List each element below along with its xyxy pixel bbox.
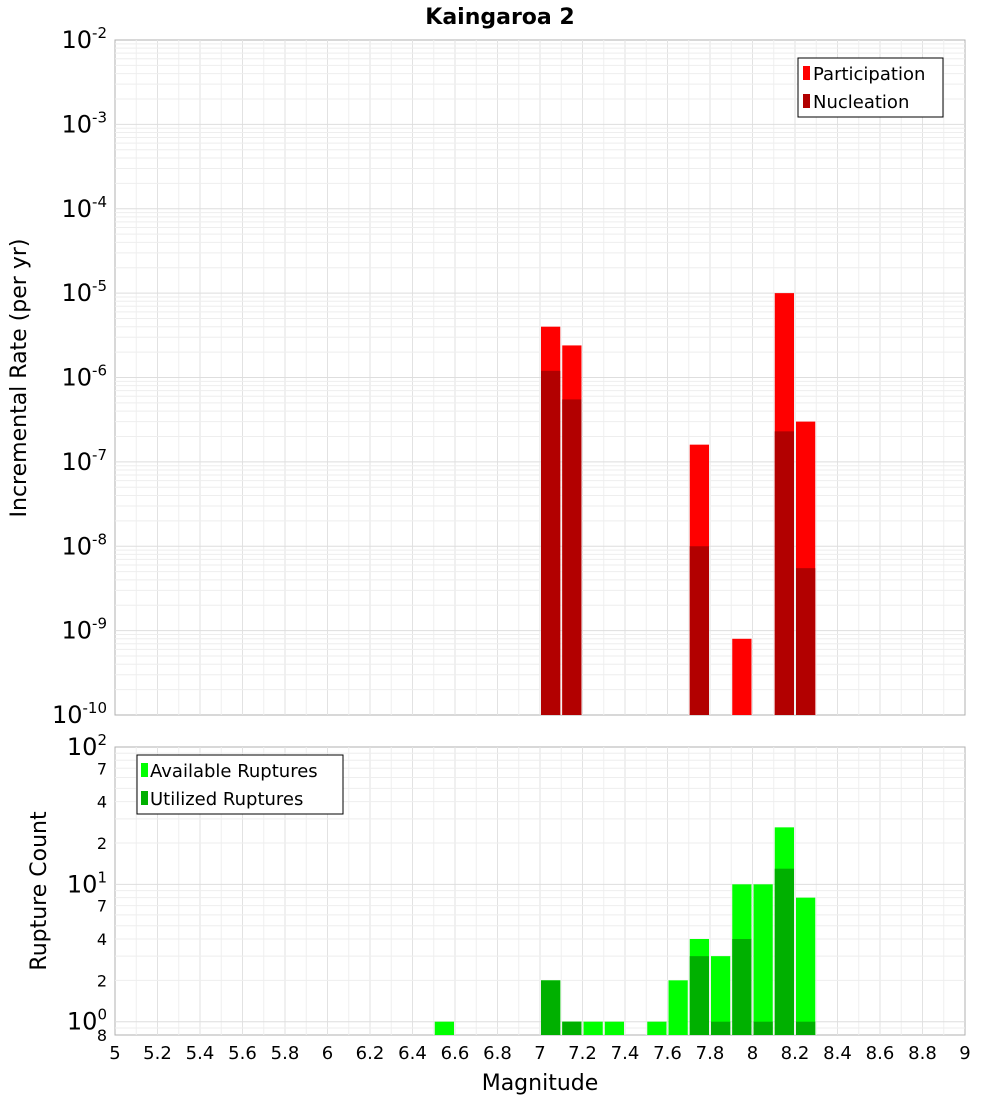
x-tick-label: 8.8 [908,1043,937,1064]
count-y-axis-title: Rupture Count [27,811,52,971]
count-y-tick-label: 102 [67,731,107,761]
participation-bar [732,638,752,715]
x-tick-label: 6.6 [441,1043,470,1064]
count-y-minor-tick-label: 2 [97,834,107,853]
rate-grid [115,40,965,715]
nucleation-bar [796,568,816,715]
x-tick-label: 5 [109,1043,120,1064]
x-tick-label: 7.8 [696,1043,725,1064]
count-bars [434,827,816,1035]
x-tick-label: 8.2 [781,1043,810,1064]
available-ruptures-bar [583,1021,603,1035]
x-tick-label: 5.2 [143,1043,172,1064]
available-ruptures-bar [668,980,688,1035]
x-tick-label: 8.4 [823,1043,852,1064]
utilized-ruptures-bar [689,956,709,1035]
count-y-minor-tick-label: 7 [97,759,107,778]
x-tick-label: 6.2 [356,1043,385,1064]
rate-y-tick-label: 10-3 [61,108,107,138]
x-tick-label: 5.8 [271,1043,300,1064]
count-y-tick-label: 101 [67,868,107,898]
count-y-minor-tick-label: 7 [97,897,107,916]
x-tick-label: 8 [747,1043,758,1064]
utilized-ruptures-bar [796,1021,816,1035]
count-legend: Available Ruptures Utilized Ruptures [136,754,344,815]
count-y-minor-tick-label: 4 [97,930,107,949]
utilized-ruptures-bar [541,980,561,1035]
participation-legend-swatch [803,66,810,80]
x-tick-label: 6.4 [398,1043,427,1064]
x-tick-label: 7.2 [568,1043,597,1064]
available-ruptures-bar [647,1021,667,1035]
utilized-ruptures-bar [562,1021,582,1035]
nucleation-bar [689,546,709,715]
utilized-ruptures-bar [732,939,752,1035]
rate-legend-box [797,57,944,118]
available-ruptures-bar [711,956,731,1035]
chart-title: Kaingaroa 2 [425,5,574,30]
available-ruptures-legend-label: Available Ruptures [150,761,318,782]
x-tick-label: 5.4 [186,1043,215,1064]
rate-y-tick-label: 10-8 [61,530,107,560]
count-y-minor-tick-label: 2 [97,971,107,990]
count-y-minor-tick-label: 4 [97,793,107,812]
x-tick-label: 5.6 [228,1043,257,1064]
x-tick-label: 7.6 [653,1043,682,1064]
rate-bars [541,293,816,715]
rate-y-tick-label: 10-9 [61,615,107,645]
x-axis-title: Magnitude [482,1071,599,1096]
x-tick-label: 9 [959,1043,970,1064]
rate-y-tick-label: 10-6 [61,362,107,392]
utilized-ruptures-legend-label: Utilized Ruptures [150,789,303,810]
count-y-tick-label: 100 [67,1006,107,1036]
nucleation-legend-label: Nucleation [813,92,909,113]
x-tick-label: 7.4 [611,1043,640,1064]
available-ruptures-bar [434,1021,454,1035]
x-tick-labels: 5 5.2 5.4 5.6 5.8 6 6.2 6.4 6.6 6.8 7 7.2 7.4 7.6 7.8 8… [109,1043,970,1064]
x-tick-label: 8.6 [866,1043,895,1064]
utilized-ruptures-legend-swatch [141,791,148,805]
rate-y-axis-title: Incremental Rate (per yr) [7,239,32,518]
x-tick-label: 6.8 [483,1043,512,1064]
available-ruptures-bar [604,1021,624,1035]
rate-y-tick-label: 10-2 [61,24,107,54]
utilized-ruptures-bar [774,868,794,1035]
nucleation-bar [541,370,561,715]
rate-y-tick-label: 10-10 [52,699,107,729]
rate-y-tick-label: 10-4 [61,193,107,223]
rate-legend: Participation Nucleation [797,57,944,118]
utilized-ruptures-bar [753,1021,773,1035]
count-y-minor-tick-label: 8 [97,1026,107,1045]
rate-y-tick-label: 10-5 [61,277,107,307]
available-ruptures-bar [753,884,773,1035]
count-legend-box [136,754,344,815]
rate-panel: 10-2 10-3 10-4 10-5 10-6 10-7 10-8 10-9 10-10 In… [7,24,966,729]
utilized-ruptures-bar [711,1021,731,1035]
available-ruptures-legend-swatch [141,763,148,777]
participation-legend-label: Participation [813,64,925,85]
rate-y-tick-label: 10-7 [61,446,107,476]
nucleation-bar [774,431,794,715]
nucleation-legend-swatch [803,94,810,108]
x-tick-label: 6 [322,1043,333,1064]
nucleation-bar [562,399,582,715]
x-tick-label: 7 [534,1043,545,1064]
available-ruptures-bar [796,897,816,1035]
rate-y-tick-labels: 10-2 10-3 10-4 10-5 10-6 10-7 10-8 10-9 10-10 [52,24,107,729]
